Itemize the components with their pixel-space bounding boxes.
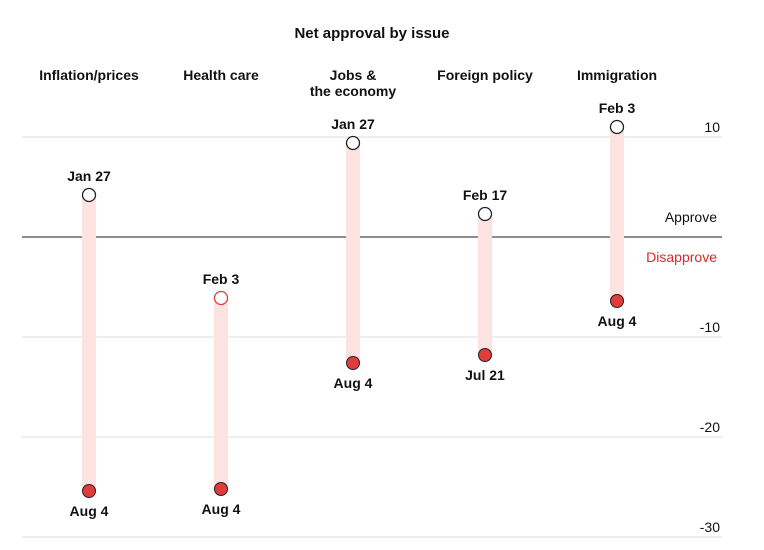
end-date-label-1: Aug 4 — [70, 503, 109, 519]
start-date-label-3: Jan 27 — [331, 116, 375, 132]
disapprove-zone-label: Disapprove — [646, 249, 717, 265]
end-point-2 — [214, 482, 228, 496]
y-tick-label-3: -20 — [700, 419, 720, 435]
category-label-3: Jobs & the economy — [310, 67, 397, 99]
end-point-5 — [610, 294, 624, 308]
start-point-1 — [81, 187, 97, 203]
end-date-label-4: Jul 21 — [465, 367, 505, 383]
category-labels: Inflation/prices Health care Jobs & the eco… — [39, 67, 657, 99]
range-bar-5 — [610, 127, 624, 301]
gridlines — [22, 136, 722, 538]
range-bar-1 — [82, 195, 96, 491]
category-label-1: Inflation/prices — [39, 67, 139, 83]
y-tick-label-2: -10 — [700, 319, 720, 335]
end-date-label-5: Aug 4 — [598, 313, 637, 329]
start-point-2 — [213, 290, 229, 306]
range-bar-3 — [346, 143, 360, 363]
end-point-3 — [346, 356, 360, 370]
range-bars — [82, 127, 624, 491]
y-tick-label-4: -30 — [700, 519, 720, 535]
y-tick-labels: 10 -10 -20 -30 — [700, 119, 720, 535]
chart-title: Net approval by issue — [294, 25, 449, 42]
end-date-label-2: Aug 4 — [202, 501, 241, 517]
approve-zone-label: Approve — [665, 209, 717, 225]
category-label-5: Immigration — [577, 67, 657, 83]
end-point-1 — [82, 484, 96, 498]
end-point-4 — [478, 348, 492, 362]
start-date-label-5: Feb 3 — [599, 100, 636, 116]
start-point-5 — [609, 119, 625, 135]
range-dots — [81, 119, 625, 498]
y-tick-label-1: 10 — [704, 119, 720, 135]
point-labels: Jan 27 Aug 4 Feb 3 Aug 4 Jan 27 Aug 4 Feb 17 Ju… — [67, 100, 636, 519]
start-point-4 — [477, 206, 493, 222]
category-label-4: Foreign policy — [437, 67, 533, 83]
end-date-label-3: Aug 4 — [334, 375, 373, 391]
start-date-label-1: Jan 27 — [67, 168, 111, 184]
category-label-2: Health care — [183, 67, 259, 83]
range-bar-4 — [478, 214, 492, 355]
range-bar-2 — [214, 298, 228, 489]
start-point-3 — [345, 135, 361, 151]
start-date-label-2: Feb 3 — [203, 271, 240, 287]
start-date-label-4: Feb 17 — [463, 187, 508, 203]
